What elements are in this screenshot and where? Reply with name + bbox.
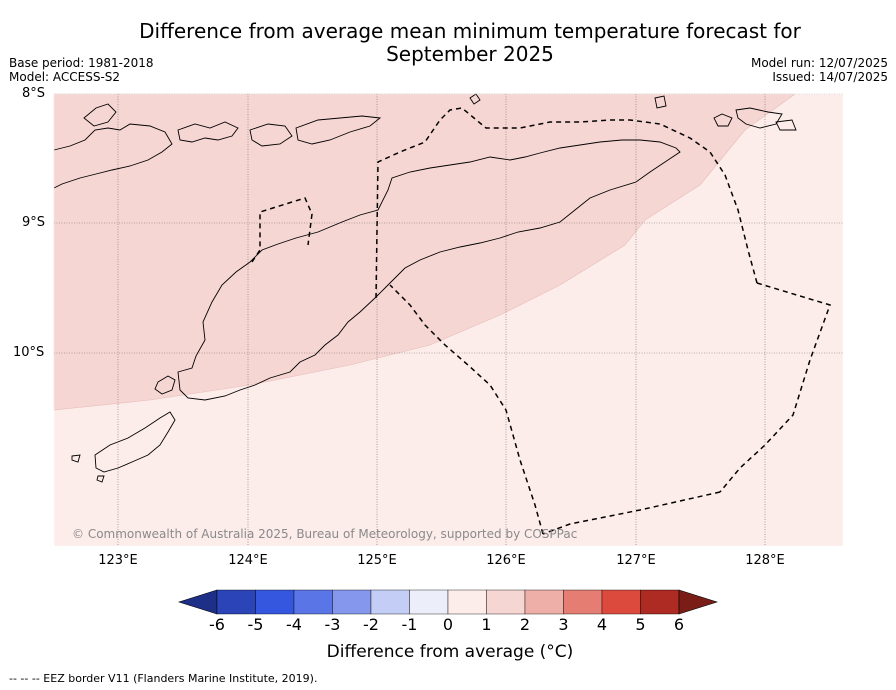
colorbar-tick-label: -6: [209, 615, 225, 634]
eez-south: [542, 491, 721, 535]
eez-southwest: [389, 284, 544, 535]
colorbar-tick-label: 4: [596, 615, 608, 634]
colorbar-cell: [601, 589, 641, 615]
colorbar-tick-label: -2: [363, 615, 379, 634]
model-name: Model: ACCESS-S2: [9, 70, 121, 84]
alor-coastline: [295, 115, 382, 145]
atauro-coastline: [469, 93, 481, 105]
colorbar-cell: [293, 589, 333, 615]
solor-coastline: [53, 123, 173, 189]
moa-coastline: [735, 107, 783, 129]
colorbar-tick-label: 6: [673, 615, 685, 634]
rote-coastline: [94, 411, 176, 473]
lon-label-125e: 125°E: [357, 553, 397, 568]
lat-label-10s: 10°S: [13, 345, 45, 360]
issued-date: Issued: 14/07/2025: [772, 70, 888, 84]
colorbar-cell: [409, 589, 449, 615]
kisar-coastline: [654, 95, 667, 109]
title-line-1: Difference from average mean minimum tem…: [139, 19, 801, 43]
lat-label-8s: 8°S: [22, 86, 46, 101]
lomblen-coastline: [177, 121, 239, 143]
eez-east: [719, 282, 831, 493]
lon-label-127e: 127°E: [616, 553, 656, 568]
map-frame: [53, 93, 844, 547]
colorbar-tick-label: 2: [519, 615, 531, 634]
copyright-notice: © Commonwealth of Australia 2025, Bureau…: [72, 527, 578, 541]
colorbar-tick-label: -3: [324, 615, 341, 634]
eez-border: [251, 107, 831, 535]
colorbar-cell: [255, 589, 295, 615]
lon-label-124e: 124°E: [228, 553, 268, 568]
colorbar-tick-label: 0: [442, 615, 454, 634]
lon-label-123e: 123°E: [98, 553, 138, 568]
colorbar-cell: [370, 589, 410, 615]
coastlines: [53, 93, 797, 483]
colorbar-cell: [640, 589, 680, 615]
eez-legend: -- -- -- EEZ border V11 (Flanders Marine…: [9, 672, 318, 685]
colorbar-tick-label: 3: [558, 615, 569, 634]
colorbar-tick-label: -4: [286, 615, 302, 634]
colorbar-cell: [563, 589, 603, 615]
colorbar-cell: [216, 589, 256, 615]
lon-label-126e: 126°E: [486, 553, 526, 568]
semau-coastline: [154, 375, 176, 395]
colorbar-arrow-high: [678, 589, 718, 615]
title-line-2: September 2025: [386, 42, 554, 66]
model-run: Model run: 12/07/2025: [750, 56, 888, 70]
colorbar-tick-label: 5: [635, 615, 646, 634]
colorbar-cell: [447, 589, 487, 615]
lon-label-128e: 128°E: [745, 553, 785, 568]
wetar-coastline: [83, 103, 117, 127]
timor-coastline: [177, 139, 681, 401]
eez-north: [375, 107, 758, 299]
map-title: Difference from average mean minimum tem…: [100, 20, 840, 66]
lakor-coastline: [775, 119, 797, 131]
colorbar-tick-label: -5: [247, 615, 264, 634]
meta-right: Model run: 12/07/2025 Issued: 14/07/2025: [751, 56, 888, 84]
leti-coastline: [713, 113, 733, 127]
colorbar-label: Difference from average (°C): [326, 642, 574, 662]
base-period: Base period: 1981-2018: [9, 56, 154, 70]
lat-label-9s: 9°S: [22, 215, 46, 230]
colorbar-arrow-low: [178, 589, 218, 615]
colorbar-tick-label: 1: [481, 615, 492, 634]
eez-northwest: [251, 197, 313, 263]
anomaly-zone-1-2: [53, 93, 796, 411]
ndao-coastline: [71, 454, 81, 463]
dana-coastline: [96, 475, 105, 483]
colorbar-tick-label: -1: [401, 615, 418, 634]
colorbar-cells: [178, 589, 718, 615]
colorbar-cell: [524, 589, 564, 615]
colorbar-cell: [332, 589, 372, 615]
meta-left: Base period: 1981-2018 Model: ACCESS-S2: [9, 56, 154, 84]
pantar-coastline: [249, 123, 293, 147]
colorbar-cell: [486, 589, 526, 615]
